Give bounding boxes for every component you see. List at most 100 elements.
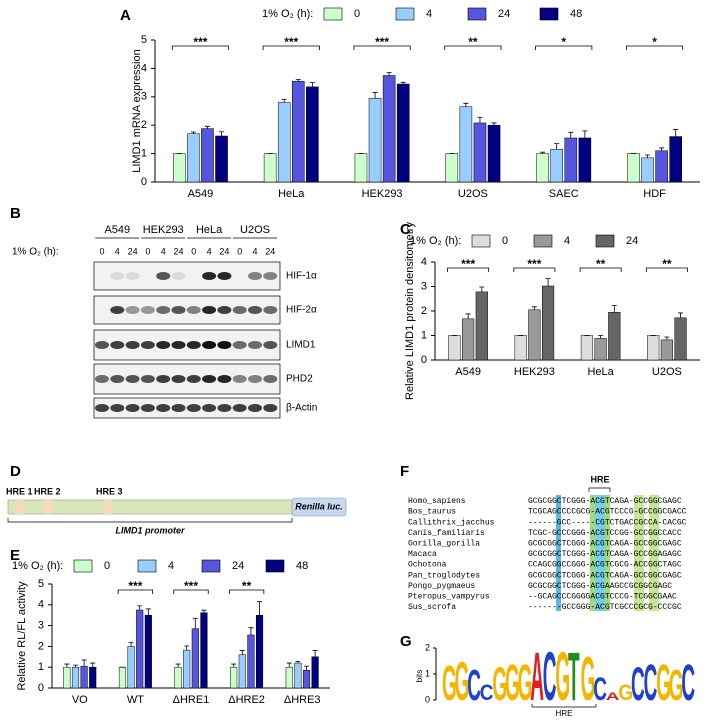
bar	[215, 135, 228, 183]
legend-swatch	[73, 559, 93, 573]
legend-label: 4	[168, 560, 174, 572]
legend-label: 24	[498, 8, 510, 20]
blot-band	[217, 375, 232, 383]
error-bar	[201, 609, 207, 613]
y-tick-label: 4	[141, 62, 147, 74]
x-tick-label: ΔHRE3	[284, 694, 321, 706]
error-bar	[231, 663, 237, 668]
y-axis-label: bits	[415, 670, 424, 682]
hre-site	[15, 500, 23, 514]
y-tick-label: 3	[38, 620, 44, 632]
bar	[541, 285, 555, 361]
bar	[80, 665, 88, 689]
error-bar	[295, 79, 301, 82]
protein-label: HIF-2α	[286, 305, 317, 316]
error-bar	[304, 665, 310, 671]
blot-band	[140, 404, 155, 412]
promoter-bracket	[7, 518, 293, 523]
bar	[294, 662, 302, 689]
promoter-label: LIMD1 promoter	[115, 525, 185, 535]
blot-band	[232, 341, 247, 349]
legend-swatch	[323, 7, 343, 21]
legend-label: 0	[354, 8, 360, 20]
blot-band	[156, 404, 171, 412]
blot-band	[202, 341, 217, 349]
bar	[263, 153, 277, 183]
column-highlight	[556, 495, 561, 611]
legend-label: 48	[296, 560, 308, 572]
blot-band	[263, 404, 278, 412]
panel-label: E	[10, 547, 20, 564]
bar	[459, 106, 473, 183]
significance-bracket	[117, 589, 154, 594]
bar	[627, 153, 640, 183]
blot-band	[171, 306, 186, 314]
time-label: 4	[207, 246, 212, 256]
blot-band	[140, 375, 155, 383]
significance-bracket	[626, 45, 684, 50]
error-bar	[479, 286, 485, 292]
bar	[487, 124, 501, 183]
bar	[255, 614, 264, 689]
blot-band	[248, 272, 262, 280]
time-label: 24	[128, 246, 138, 256]
error-bar	[192, 617, 198, 629]
blot-band	[95, 404, 109, 412]
species-name: Sus_scrofa	[408, 603, 456, 612]
x-tick-label: HEK293	[362, 188, 403, 200]
bar	[354, 153, 368, 183]
error-bar	[545, 278, 551, 287]
protein-label: PHD2	[286, 374, 313, 385]
blot-band	[248, 341, 262, 349]
sequence: --GCAGCCCGGGGACGTCCCG-TCGGCGAAC	[528, 593, 677, 602]
logo-letter: C	[644, 655, 658, 712]
error-bar	[239, 650, 245, 655]
blot-band	[248, 375, 262, 383]
y-tick-label: 0	[425, 694, 430, 704]
y-axis-label: Relative RL/FL activity	[16, 581, 28, 691]
legend-label: 24	[232, 560, 244, 572]
bar	[674, 317, 687, 361]
error-bar	[309, 82, 315, 87]
motif-bracket	[588, 487, 611, 492]
logo-letter: C	[593, 671, 607, 708]
blot-band	[125, 306, 140, 314]
bar	[183, 649, 191, 689]
bar	[536, 153, 549, 183]
significance-label: *	[652, 35, 657, 49]
y-tick-label: 2	[38, 640, 44, 652]
hre-label: HRE 1	[6, 486, 33, 496]
blot-band	[171, 404, 186, 412]
error-bar	[477, 116, 483, 123]
significance-bracket	[645, 267, 688, 272]
time-label: 0	[99, 246, 104, 256]
species-name: Homo_sapiens	[408, 497, 466, 506]
legend-swatch	[201, 559, 221, 573]
protein-label: HIF-1α	[286, 271, 317, 282]
bar	[174, 666, 182, 689]
error-bar	[175, 663, 181, 668]
bar	[669, 136, 682, 183]
reporter-label: Renilla luc.	[295, 501, 343, 511]
hre-label: HRE 3	[96, 486, 123, 496]
bar	[302, 670, 311, 689]
y-tick-label: 2	[421, 305, 427, 317]
error-bar	[540, 151, 546, 154]
bar	[462, 318, 475, 361]
x-tick-label: HeLa	[587, 366, 614, 378]
cell-line-label: HEK293	[143, 224, 184, 236]
bar	[578, 137, 592, 183]
bar	[396, 83, 410, 183]
y-tick-label: 5	[141, 34, 147, 46]
panel-label: B	[10, 205, 21, 222]
blot-band	[263, 306, 278, 314]
y-axis-label: Relative LIMD1 protein densitometry	[404, 222, 416, 400]
blot-band	[156, 272, 171, 280]
blot-band	[156, 306, 171, 314]
species-name: Ochotona	[408, 561, 447, 570]
x-tick-label: HeLa	[278, 188, 305, 200]
y-tick-label: 0	[38, 682, 44, 694]
error-bar	[312, 650, 318, 657]
error-bar	[145, 608, 151, 616]
logo-letter: G	[618, 681, 633, 706]
